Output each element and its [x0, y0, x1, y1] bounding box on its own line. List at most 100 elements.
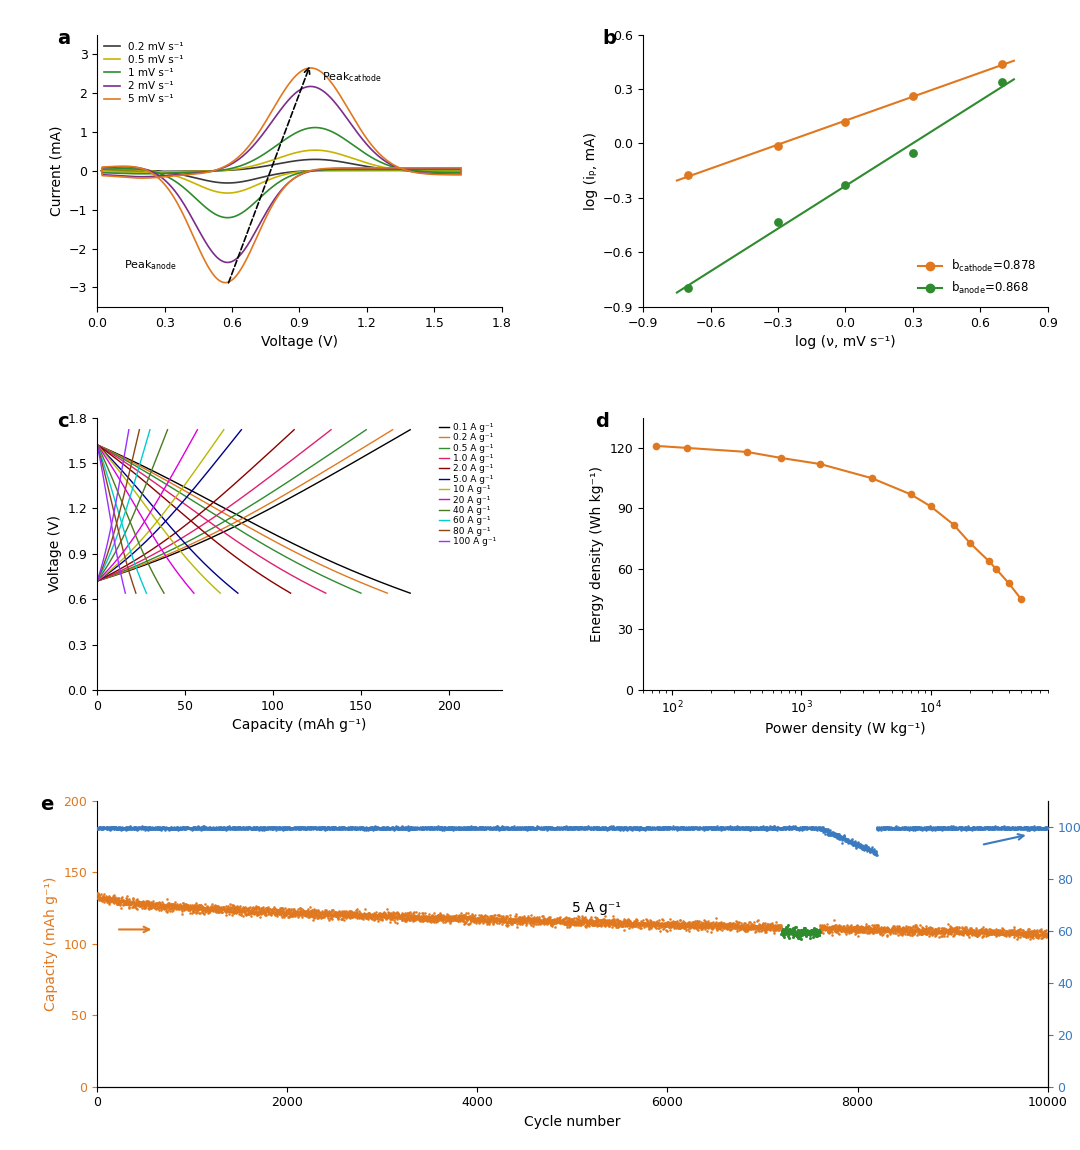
- Point: [428, 818, 445, 836]
- Point: [921, 923, 939, 942]
- Point: [1010, 819, 1027, 837]
- Point: [769, 819, 786, 837]
- Point: [947, 918, 964, 936]
- Point: [966, 818, 983, 836]
- Point: [126, 894, 144, 912]
- Point: [630, 918, 647, 936]
- Point: [306, 819, 323, 837]
- Point: [421, 818, 438, 836]
- Point: [359, 819, 376, 837]
- Point: [456, 819, 473, 837]
- Point: [430, 906, 447, 925]
- Point: [768, 819, 785, 837]
- Point: [134, 819, 151, 837]
- Point: [308, 903, 325, 921]
- 10 A g⁻¹: [183, 472, 195, 485]
- Point: [679, 819, 697, 837]
- Point: [701, 915, 718, 934]
- Point: [1027, 926, 1044, 944]
- Point: [1002, 820, 1020, 838]
- Point: [272, 900, 289, 919]
- Point: [497, 819, 514, 837]
- Point: [144, 895, 161, 913]
- Point: [481, 819, 498, 837]
- Point: [664, 918, 681, 936]
- Point: [656, 818, 673, 836]
- Point: [363, 819, 380, 837]
- Point: [909, 819, 927, 837]
- Point: [885, 819, 902, 837]
- Point: [440, 911, 457, 929]
- Point: [207, 819, 225, 837]
- Point: [945, 923, 962, 942]
- Point: [742, 819, 759, 837]
- Point: [401, 819, 418, 837]
- Point: [264, 819, 281, 837]
- Point: [257, 904, 274, 922]
- Point: [654, 915, 672, 934]
- Point: [990, 819, 1008, 837]
- Point: [284, 819, 301, 837]
- Point: [867, 922, 885, 941]
- Point: [969, 922, 986, 941]
- Point: [758, 818, 775, 836]
- Point: [201, 903, 218, 921]
- Point: [759, 919, 777, 937]
- Point: [350, 906, 367, 925]
- Point: [93, 819, 110, 837]
- Point: [714, 819, 731, 837]
- Point: [596, 819, 613, 837]
- Point: [318, 900, 335, 919]
- Point: [241, 904, 258, 922]
- Point: [808, 819, 825, 837]
- Point: [961, 921, 978, 940]
- Point: [714, 918, 731, 936]
- Point: [303, 819, 321, 837]
- Point: [364, 819, 381, 837]
- Point: [441, 820, 458, 838]
- Point: [660, 913, 677, 932]
- Point: [569, 819, 586, 837]
- Point: [864, 921, 881, 940]
- Point: [793, 819, 810, 837]
- Point: [282, 820, 299, 838]
- Point: [997, 820, 1014, 838]
- Point: [536, 908, 553, 927]
- Point: [578, 912, 595, 930]
- Point: [806, 926, 823, 944]
- Point: [958, 925, 975, 943]
- Point: [838, 920, 855, 938]
- Point: [309, 819, 326, 837]
- Point: [428, 908, 445, 927]
- Point: [937, 922, 955, 941]
- Point: [633, 819, 650, 837]
- Point: [725, 819, 742, 837]
- Point: [328, 904, 346, 922]
- Point: [918, 919, 935, 937]
- Point: [650, 820, 667, 838]
- Point: [540, 910, 557, 928]
- Point: [694, 914, 712, 933]
- Point: [896, 922, 914, 941]
- Point: [315, 818, 333, 836]
- Point: [1013, 819, 1030, 837]
- Point: [372, 819, 389, 837]
- Point: [852, 837, 869, 856]
- Point: [490, 912, 508, 930]
- Point: [365, 906, 382, 925]
- Point: [666, 915, 684, 934]
- Point: [605, 910, 622, 928]
- Point: [151, 897, 168, 915]
- Point: [706, 819, 724, 837]
- Point: [666, 918, 684, 936]
- Point: [954, 819, 971, 837]
- Point: [337, 908, 354, 927]
- Point: [381, 906, 399, 925]
- Point: [105, 889, 122, 907]
- Point: [780, 925, 797, 943]
- Point: [989, 820, 1007, 838]
- Point: [893, 919, 910, 937]
- Point: [582, 820, 599, 838]
- Point: [378, 819, 395, 837]
- Point: [243, 820, 260, 838]
